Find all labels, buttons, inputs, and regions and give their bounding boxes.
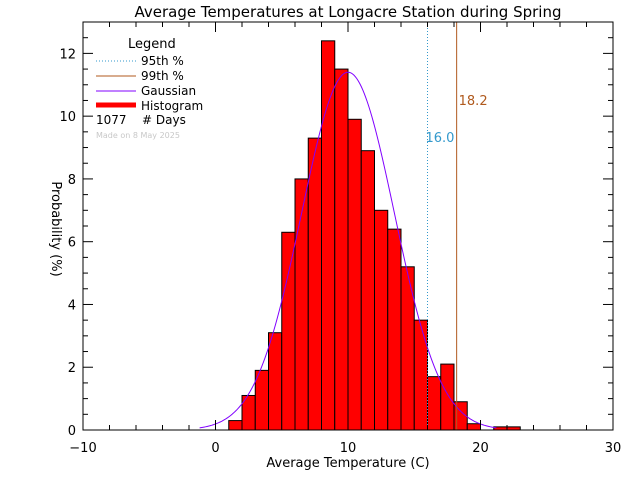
histogram-bar bbox=[466, 423, 481, 431]
y-tick-label: 12 bbox=[59, 47, 76, 62]
x-tick-label: −10 bbox=[69, 441, 96, 456]
creation-note: Made on 8 May 2025 bbox=[96, 131, 180, 140]
x-axis-ticks: −10 0 10 20 30 bbox=[69, 22, 621, 456]
histogram-bar bbox=[440, 363, 455, 431]
chart-title: Average Temperatures at Longacre Station… bbox=[134, 3, 561, 21]
histogram-bar bbox=[268, 332, 283, 431]
legend-title: Legend bbox=[128, 37, 176, 52]
percentile-95-label: 16.0 bbox=[426, 131, 455, 146]
histogram-bar bbox=[228, 420, 243, 431]
x-tick-label: 10 bbox=[340, 441, 357, 456]
x-tick-label: 20 bbox=[472, 441, 489, 456]
y-tick-label: 6 bbox=[68, 236, 76, 251]
histogram-bar bbox=[294, 178, 309, 431]
y-tick-label: 2 bbox=[68, 361, 76, 376]
histogram-bar bbox=[334, 68, 349, 431]
histogram-bar bbox=[387, 228, 402, 431]
percentile-99-label: 18.2 bbox=[459, 94, 488, 109]
legend-label-histogram: Histogram bbox=[141, 99, 203, 113]
legend-label-gaussian: Gaussian bbox=[141, 84, 196, 98]
histogram-bar bbox=[281, 231, 296, 431]
y-axis-ticks: 0 2 4 6 8 10 12 bbox=[59, 21, 613, 439]
histogram-bar bbox=[347, 118, 362, 431]
y-axis-label: Probability (%) bbox=[48, 181, 63, 276]
x-tick-label: 30 bbox=[605, 441, 622, 456]
histogram-bar bbox=[321, 40, 336, 431]
x-axis-label: Average Temperature (C) bbox=[266, 456, 429, 471]
histogram-bar bbox=[374, 209, 389, 431]
legend-count-value: 1077 bbox=[96, 113, 127, 127]
x-tick-label: 0 bbox=[211, 441, 219, 456]
histogram-bar bbox=[360, 150, 375, 431]
legend: Legend 95th % 99th % Gaussian Histogram … bbox=[96, 37, 203, 140]
plot-area: 16.0 18.2 bbox=[199, 22, 521, 431]
histogram-bar bbox=[254, 369, 269, 431]
histogram-bar bbox=[413, 319, 428, 431]
histogram-bar bbox=[307, 137, 322, 431]
y-tick-label: 8 bbox=[68, 173, 76, 188]
y-tick-label: 0 bbox=[68, 424, 76, 439]
legend-label-95th: 95th % bbox=[141, 54, 184, 68]
legend-label-99th: 99th % bbox=[141, 69, 184, 83]
legend-count-label: # Days bbox=[142, 113, 186, 127]
y-tick-label: 10 bbox=[59, 110, 76, 125]
gaussian-curve bbox=[199, 71, 497, 429]
histogram-bar bbox=[427, 376, 442, 431]
y-tick-label: 4 bbox=[68, 298, 76, 313]
histogram-bars bbox=[228, 40, 521, 431]
